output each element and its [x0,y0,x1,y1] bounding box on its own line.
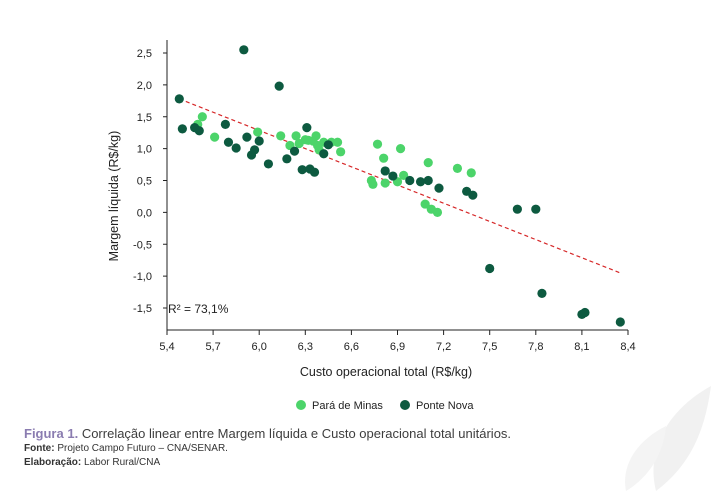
point-para-de-minas [395,144,406,154]
y-tick-label: -1,5 [133,303,152,315]
point-para-de-minas [368,179,378,189]
legend-label-para-de-minas: Pará de Minas [312,400,383,412]
trendline-group [179,98,621,274]
point-para-de-minas [336,147,346,157]
y-tick-label: 0,0 [137,207,152,219]
point-para-de-minas [399,170,409,180]
point-para-de-minas [423,158,433,168]
y-tick-label: 2,0 [137,80,152,92]
point-ponte-nova [512,204,522,214]
point-para-de-minas [197,112,207,122]
point-ponte-nova [405,175,415,186]
point-para-de-minas [466,168,476,178]
point-para-de-minas [420,199,430,209]
point-para-de-minas [372,139,383,149]
legend-swatch-ponte-nova [400,400,410,410]
point-para-de-minas [332,137,343,147]
data-points-group [174,45,625,327]
y-tick-label: -0,5 [133,239,152,251]
x-tick-label: 5,4 [159,341,174,353]
y-tick-label: 2,5 [137,48,152,60]
point-ponte-nova [263,159,274,169]
legend: Pará de Minas Ponte Nova [296,400,474,412]
point-ponte-nova [468,190,478,200]
point-ponte-nova [223,137,234,147]
y-tick-group: 2,5 2,0 1,5 1,0 0,5 0,0 -0,5 -1,0 -1,5 [133,48,167,315]
point-ponte-nova [415,177,426,187]
r-squared-annotation: R² = 73,1% [168,302,229,316]
x-tick-label: 7,8 [528,341,543,353]
y-tick-label: -1,0 [133,271,152,283]
point-para-de-minas [210,132,220,142]
x-tick-label: 8,1 [574,341,589,353]
point-ponte-nova [220,119,230,129]
point-ponte-nova [423,175,433,186]
y-tick-label: 0,5 [137,176,152,188]
scatter-chart: 2,5 2,0 1,5 1,0 0,5 0,0 -0,5 -1,0 -1,5 5,4 5,7 6,0… [107,40,636,412]
point-para-de-minas [291,131,301,141]
x-tick-label: 6,9 [390,341,405,353]
point-ponte-nova [254,136,264,146]
figure-caption: Figura 1. Correlação linear entre Margem… [24,426,511,470]
x-tick-label: 5,7 [205,341,220,353]
y-tick-label: 1,5 [137,112,152,124]
point-ponte-nova [309,167,320,177]
figure-title-line: Figura 1. Correlação linear entre Margem… [24,426,511,442]
point-ponte-nova [537,288,547,298]
point-ponte-nova [282,154,292,164]
x-tick-label: 7,2 [436,341,451,353]
y-axis-label: Margem líquida (R$/kg) [107,131,121,262]
point-para-de-minas [253,127,263,137]
point-ponte-nova [580,307,590,318]
figure-text: Correlação linear entre Margem líquida e… [81,426,512,441]
point-ponte-nova [380,166,390,176]
x-tick-label: 7,5 [482,341,497,353]
legend-swatch-para-de-minas [296,400,306,410]
figure-label: Figura 1. [24,426,79,441]
point-ponte-nova [249,145,260,155]
point-ponte-nova [302,122,312,133]
x-tick-label: 6,0 [252,341,267,353]
point-ponte-nova [388,171,398,181]
point-ponte-nova [289,146,300,156]
point-ponte-nova [297,165,307,175]
point-ponte-nova [485,263,495,274]
source-line: Fonte: Projeto Campo Futuro – CNA/SENAR. [24,442,511,456]
point-ponte-nova [274,81,284,91]
point-para-de-minas [311,131,321,141]
x-tick-group: 5,4 5,7 6,0 6,3 6,6 6,9 7,2 7,5 7,8 8,1 8,4 [159,330,636,353]
point-para-de-minas [380,178,390,188]
x-tick-label: 6,3 [298,341,313,353]
point-para-de-minas [452,163,463,173]
x-tick-label: 8,4 [620,341,635,353]
point-ponte-nova [177,124,187,134]
point-ponte-nova [239,45,249,55]
source-label: Fonte: [24,443,55,454]
point-ponte-nova [615,317,625,327]
source-text: Projeto Campo Futuro – CNA/SENAR. [57,443,228,454]
x-tick-label: 6,6 [344,341,359,353]
point-ponte-nova [242,132,252,142]
point-ponte-nova [194,126,204,136]
trendline [179,98,621,274]
point-para-de-minas [276,131,286,141]
point-para-de-minas [432,207,443,217]
credit-label: Elaboração: [24,457,82,468]
leaf-watermark-icon [625,386,711,491]
credit-line: Elaboração: Labor Rural/CNA [24,456,511,470]
credit-text: Labor Rural/CNA [84,457,161,468]
y-tick-label: 1,0 [137,144,152,156]
point-ponte-nova [174,94,184,104]
legend-label-ponte-nova: Ponte Nova [416,400,474,412]
point-ponte-nova [231,143,241,153]
point-ponte-nova [531,204,541,214]
x-axis-label: Custo operacional total (R$/kg) [300,365,472,379]
point-ponte-nova [319,149,329,159]
point-ponte-nova [323,140,333,150]
point-para-de-minas [379,153,389,163]
point-ponte-nova [434,183,444,193]
